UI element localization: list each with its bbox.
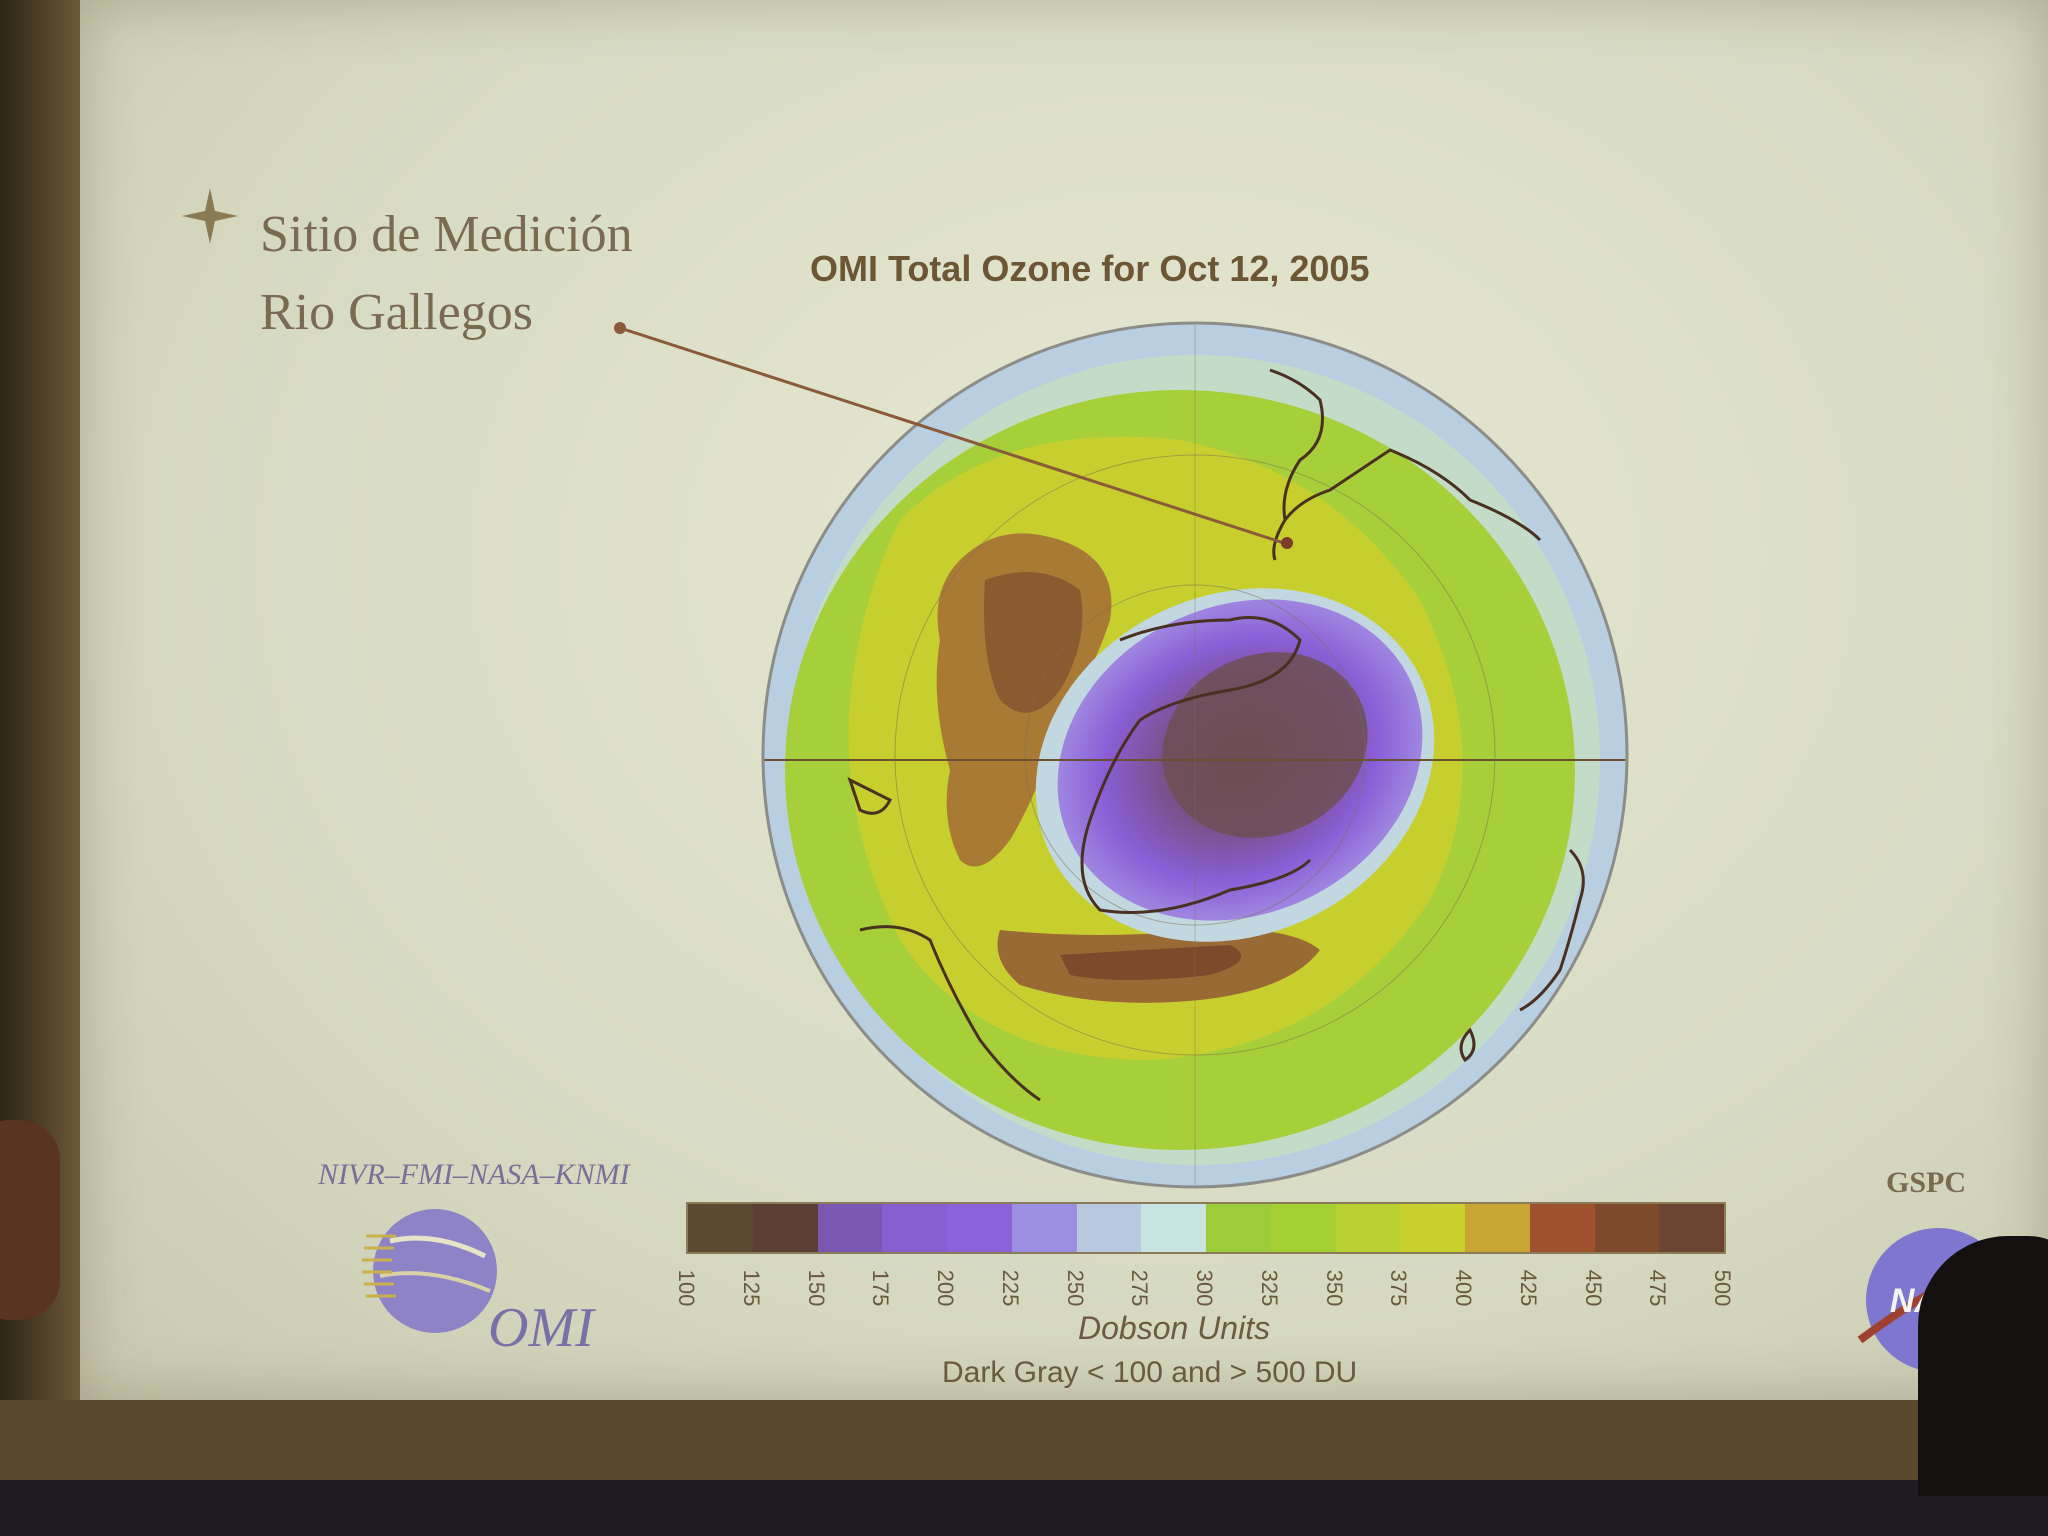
colorbar-segment <box>1141 1204 1206 1252</box>
colorbar-tick-label: 250 <box>1062 1269 1088 1307</box>
audience-hand <box>0 1120 60 1320</box>
colorbar-tick-label: 325 <box>1256 1269 1282 1307</box>
colorbar-tick-label: 475 <box>1645 1269 1671 1307</box>
globe <box>763 323 1627 1187</box>
measurement-site-label: Sitio de Medición Rio Gallegos <box>260 196 633 352</box>
star-marker-icon <box>182 188 238 244</box>
colorbar-tick-label: 500 <box>1710 1269 1735 1307</box>
colorbar-segment <box>1529 1204 1595 1252</box>
colorbar-segment <box>1270 1204 1336 1252</box>
colorbar-note: Dark Gray < 100 and > 500 DU <box>942 1356 1358 1389</box>
omi-logo-text: OMI <box>488 1297 594 1359</box>
colorbar-units: Dobson Units <box>1078 1310 1271 1346</box>
colorbar-tick-label: 200 <box>933 1269 958 1307</box>
colorbar-tick-label: 350 <box>1321 1269 1347 1307</box>
audience-head <box>1918 1236 2048 1496</box>
colorbar-segment <box>1400 1204 1465 1252</box>
site-label-line1: Sitio de Medición <box>260 206 633 263</box>
colorbar-tick-label: 175 <box>868 1269 894 1307</box>
colorbar-segment <box>947 1204 1012 1252</box>
colorbar-tick-label: 100 <box>674 1269 699 1307</box>
colorbar-tick-label: 400 <box>1451 1269 1476 1307</box>
map-title: OMI Total Ozone for Oct 12, 2005 <box>810 248 1370 289</box>
site-marker <box>1281 537 1293 549</box>
omi-globe-logo <box>362 1209 497 1333</box>
colorbar-segment <box>688 1204 753 1252</box>
colorbar-segment <box>1206 1204 1271 1252</box>
agency-label: GSPC <box>1886 1166 1967 1199</box>
colorbar-ticks: 100 125 150 175 200 225 250 275 300 325 350 375 400 4… <box>668 1258 1744 1318</box>
colorbar-segment <box>1335 1204 1401 1252</box>
ozone-colorbar <box>686 1202 1726 1254</box>
colorbar-tick-label: 150 <box>803 1269 829 1307</box>
colorbar-tick-label: 125 <box>738 1269 764 1307</box>
partner-agencies: NIVR–FMI–NASA–KNMI <box>318 1158 630 1191</box>
colorbar-tick-label: 375 <box>1386 1269 1412 1307</box>
site-leader-line <box>619 326 1291 547</box>
room-floor <box>0 1480 2048 1536</box>
colorbar-tick-label: 225 <box>997 1269 1023 1307</box>
colorbar-segment <box>1011 1204 1077 1252</box>
colorbar-tick-label: 425 <box>1515 1269 1541 1307</box>
colorbar-tick-label: 450 <box>1580 1269 1606 1307</box>
colorbar-tick-label: 275 <box>1127 1269 1153 1307</box>
colorbar-segment <box>817 1204 883 1252</box>
colorbar-segment <box>1076 1204 1142 1252</box>
colorbar-segment <box>882 1204 947 1252</box>
site-label-line2: Rio Gallegos <box>260 284 533 341</box>
colorbar-segment <box>1659 1204 1724 1252</box>
colorbar-segment <box>1465 1204 1530 1252</box>
colorbar-segment <box>752 1204 818 1252</box>
screen-bottom-border <box>0 1400 2048 1480</box>
colorbar-segment <box>1594 1204 1660 1252</box>
colorbar-tick-label: 300 <box>1192 1269 1217 1307</box>
